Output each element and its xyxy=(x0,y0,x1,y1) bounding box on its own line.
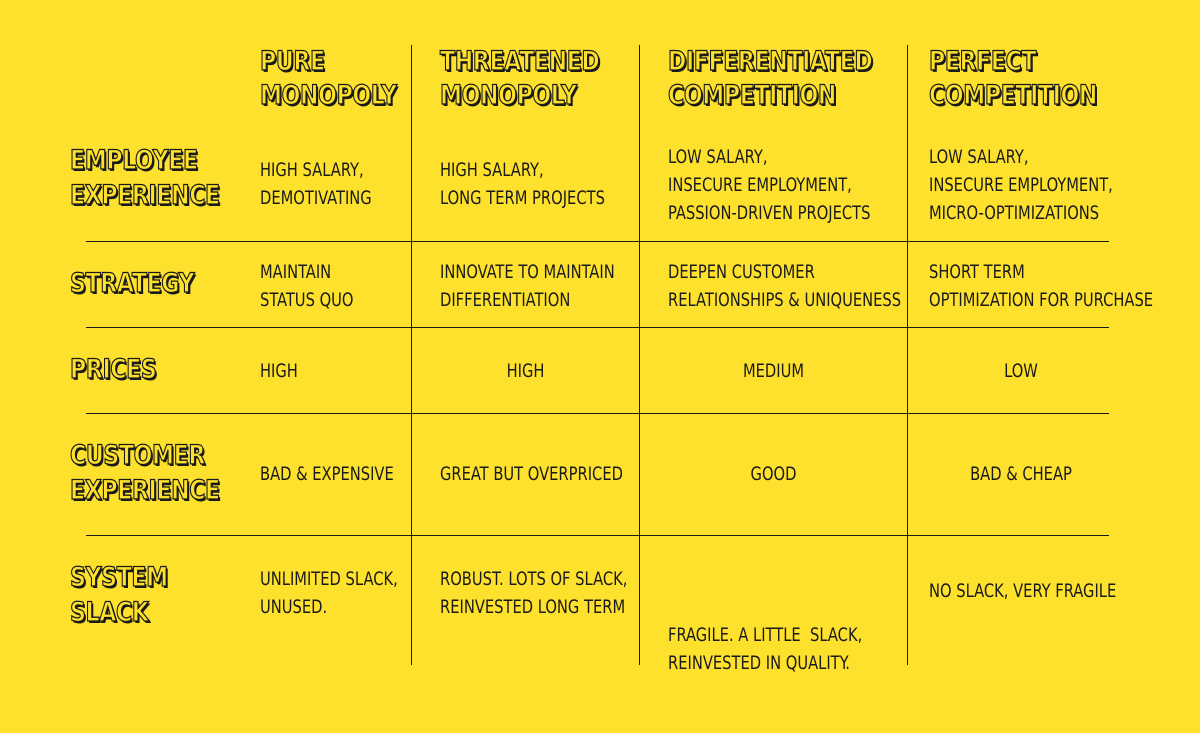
table-cell: ROBUST. LOTS OF SLACK, REINVESTED LONG TE… xyxy=(440,568,628,618)
row-header-employee-experience: EMPLOYEE EXPERIENCE xyxy=(69,144,220,211)
table-cell: LOW xyxy=(1004,360,1038,382)
table-cell: INNOVATE TO MAINTAIN DIFFERENTIATION xyxy=(440,261,615,311)
row-divider xyxy=(86,535,1109,536)
column-header-perfect-competition: PERFECT COMPETITION xyxy=(928,45,1097,111)
table-cell: MAINTAIN STATUS QUO xyxy=(260,261,354,311)
table-cell: LOW SALARY, INSECURE EMPLOYMENT, MICRO-OPT… xyxy=(929,146,1113,224)
column-header-differentiated-competition: DIFFERENTIATED COMPETITION xyxy=(667,45,873,111)
table-cell: BAD & CHEAP xyxy=(970,463,1072,485)
table-cell: MEDIUM xyxy=(742,360,805,382)
row-divider xyxy=(86,327,1109,328)
table-cell: HIGH SALARY, DEMOTIVATING xyxy=(260,159,372,209)
column-divider xyxy=(411,45,412,665)
table-cell: SHORT TERM OPTIMIZATION FOR PURCHASE xyxy=(929,261,1154,311)
table-cell: GOOD xyxy=(750,463,797,485)
row-header-prices: PRICES xyxy=(69,353,157,385)
table-cell: BAD & EXPENSIVE xyxy=(260,463,394,485)
table-cell: HIGH xyxy=(260,360,298,382)
column-divider xyxy=(639,45,640,665)
column-header-pure-monopoly: PURE MONOPOLY xyxy=(259,45,397,111)
table-cell: LOW SALARY, INSECURE EMPLOYMENT, PASSION-D… xyxy=(668,146,871,224)
comparison-table: PURE MONOPOLY THREATENED MONOPOLY DIFFEREN… xyxy=(69,45,1154,674)
table-cell: DEEPEN CUSTOMER RELATIONSHIPS & UNIQUENES… xyxy=(668,261,902,311)
row-divider xyxy=(86,241,1109,242)
column-divider xyxy=(907,45,908,665)
row-header-customer-experience: CUSTOMER EXPERIENCE xyxy=(69,439,220,506)
table-cell: FRAGILE. A LITTLE SLACK, REINVESTED IN QU… xyxy=(668,624,863,674)
column-header-threatened-monopoly: THREATENED MONOPOLY xyxy=(439,45,600,111)
table-cell: UNLIMITED SLACK, UNUSED. xyxy=(260,568,398,618)
table-cell: HIGH xyxy=(506,360,545,382)
row-header-strategy: STRATEGY xyxy=(69,267,195,299)
table-cell: NO SLACK, VERY FRAGILE xyxy=(929,580,1117,602)
row-divider xyxy=(86,413,1109,414)
table-cell: HIGH SALARY, LONG TERM PROJECTS xyxy=(440,159,605,209)
row-header-system-slack: SYSTEM SLACK xyxy=(69,561,168,628)
table-cell: GREAT BUT OVERPRICED xyxy=(440,463,623,485)
